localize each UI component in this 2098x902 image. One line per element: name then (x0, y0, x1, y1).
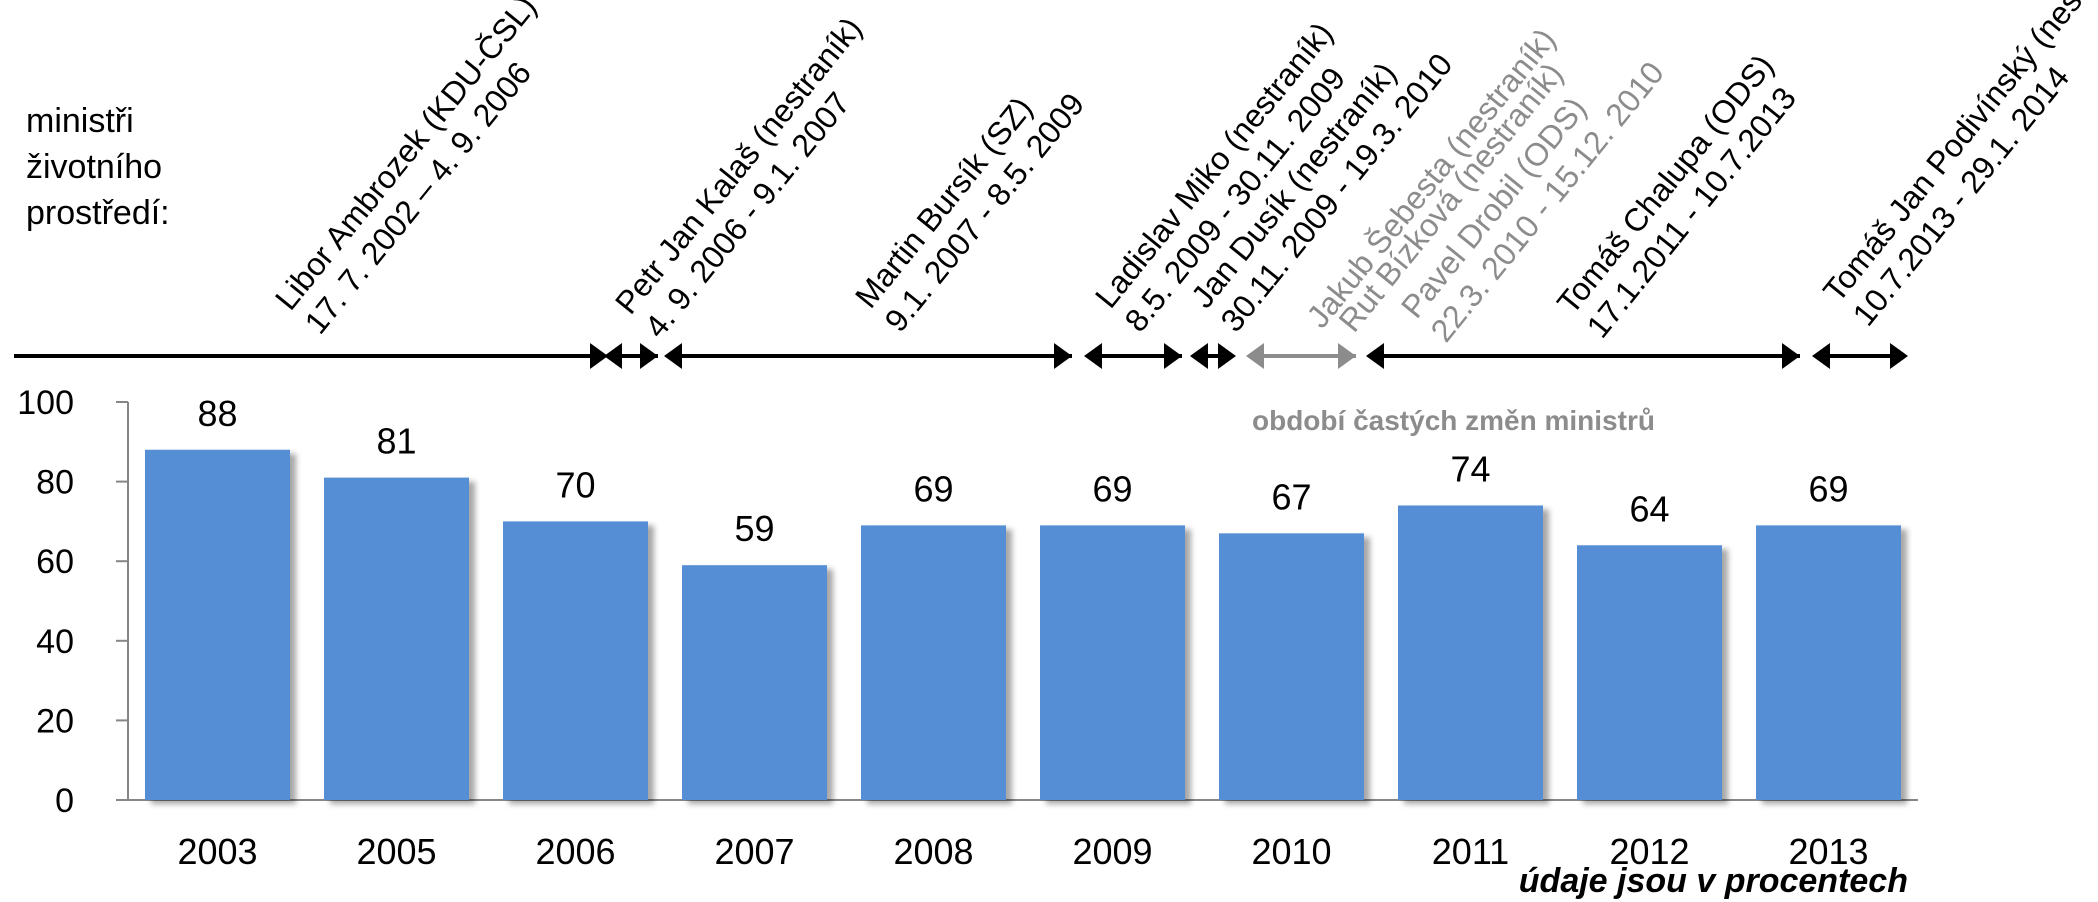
data-label: 74 (1450, 448, 1490, 489)
minister-term: 4. 9. 2006 - 9.1. 2007 (637, 85, 856, 344)
bar (1577, 545, 1722, 800)
y-tick-label: 60 (36, 543, 74, 581)
y-tick-label: 100 (17, 384, 74, 422)
y-tick-label: 80 (36, 464, 74, 502)
x-tick-label: 2013 (1788, 831, 1868, 872)
data-label: 64 (1629, 488, 1669, 529)
data-label: 69 (913, 468, 953, 509)
side-label-line-1: ministři (26, 102, 134, 140)
side-label: ministři životního prostředí: (26, 98, 170, 236)
minister-label: Libor Ambrozek (KDU-ČSL)17. 7. 2002 – 4.… (268, 0, 543, 340)
x-tick-label: 2009 (1072, 831, 1152, 872)
data-label: 59 (734, 508, 774, 549)
bar (1040, 525, 1185, 800)
y-tick-label: 40 (36, 623, 74, 661)
minister-label: Tomáš Chalupa (ODS)17.1.2011 - 10.7.2013 (1550, 48, 1803, 345)
x-tick-label: 2012 (1609, 831, 1689, 872)
timeline-arrowhead (640, 343, 658, 369)
timeline-arrowhead (1338, 343, 1356, 369)
timeline-arrowhead (1164, 343, 1182, 369)
bar (503, 521, 648, 800)
y-tick-label: 20 (36, 702, 74, 740)
timeline-arrowhead (1084, 343, 1102, 369)
side-label-line-3: prostředí: (26, 194, 170, 232)
x-tick-label: 2010 (1251, 831, 1331, 872)
minister-label: Martin Bursík (SZ)9.1. 2007 - 8.5. 2009 (848, 86, 1091, 338)
bar (1756, 525, 1901, 800)
bar (1219, 533, 1364, 800)
data-label: 69 (1808, 468, 1848, 509)
x-tick-label: 2005 (356, 831, 436, 872)
timeline-arrowhead (590, 343, 608, 369)
bar (1398, 505, 1543, 800)
timeline-arrowhead (1054, 343, 1072, 369)
timeline-arrowhead (1190, 343, 1208, 369)
minister-name: Tomáš Jan Podivínský (nes (1816, 0, 2089, 308)
minister-term: 17. 7. 2002 – 4. 9. 2006 (297, 55, 538, 340)
x-tick-label: 2007 (714, 831, 794, 872)
y-tick-label: 0 (55, 782, 74, 820)
unit-note: údaje jsou v procentech (1519, 862, 1908, 900)
timeline-arrowhead (1782, 343, 1800, 369)
data-label: 69 (1092, 468, 1132, 509)
timeline-arrowhead (1890, 343, 1908, 369)
bar (861, 525, 1006, 800)
timeline-arrowhead (604, 343, 622, 369)
side-label-line-2: životního (26, 148, 163, 186)
timeline-arrowhead (1246, 343, 1264, 369)
timeline-arrowhead (664, 343, 682, 369)
data-label: 70 (555, 464, 595, 505)
minister-name: Libor Ambrozek (KDU-ČSL) (268, 0, 543, 316)
bar (145, 449, 290, 800)
minister-name: Tomáš Chalupa (ODS) (1550, 48, 1781, 321)
timeline-arrowhead (1366, 343, 1384, 369)
minister-name: Petr Jan Kalaš (nestraník) (608, 10, 869, 320)
minister-term: 10.7.2013 - 29.1. 2014 (1845, 59, 2076, 332)
data-label: 81 (376, 421, 416, 462)
data-label: 67 (1271, 476, 1311, 517)
bar (324, 477, 469, 800)
x-tick-label: 2008 (893, 831, 973, 872)
x-tick-label: 2003 (177, 831, 257, 872)
x-tick-label: 2011 (1432, 831, 1509, 872)
bar (682, 565, 827, 800)
data-label: 88 (197, 393, 237, 434)
timeline-arrowhead (1812, 343, 1830, 369)
timeline-arrowhead (1218, 343, 1236, 369)
period-label: období častých změn ministrů (1252, 405, 1655, 436)
x-tick-label: 2006 (535, 831, 615, 872)
